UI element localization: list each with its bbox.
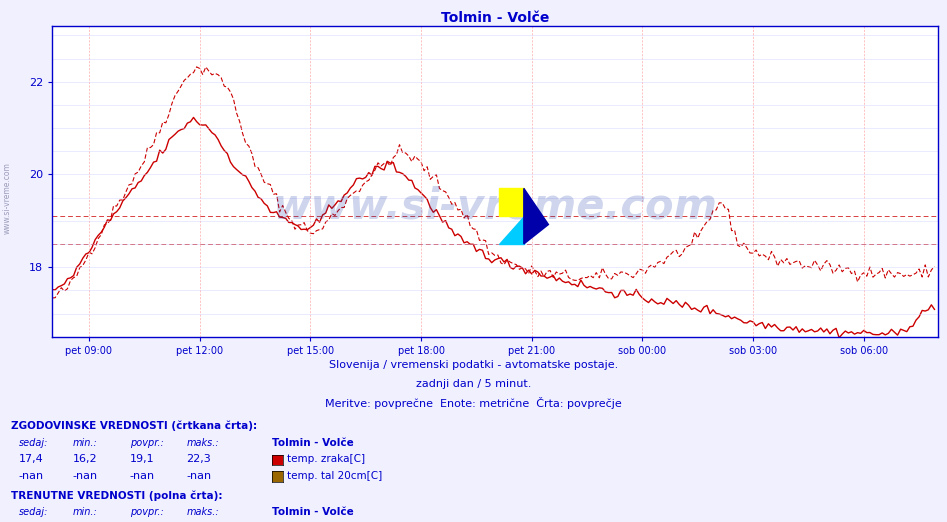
Text: www.si-vreme.com: www.si-vreme.com [3,162,12,234]
Text: min.:: min.: [73,507,98,517]
Polygon shape [524,188,548,244]
Text: povpr.:: povpr.: [130,507,164,517]
Text: 22,3: 22,3 [187,455,211,465]
Text: 17,4: 17,4 [19,455,44,465]
Text: temp. tal 20cm[C]: temp. tal 20cm[C] [287,471,383,481]
Text: 16,2: 16,2 [73,455,98,465]
Text: maks.:: maks.: [187,507,219,517]
Text: www.si-vreme.com: www.si-vreme.com [273,185,717,227]
Text: -nan: -nan [187,471,212,481]
Text: zadnji dan / 5 minut.: zadnji dan / 5 minut. [416,379,531,389]
Title: Tolmin - Volče: Tolmin - Volče [440,11,549,25]
Text: 19,1: 19,1 [130,455,154,465]
Text: temp. zraka[C]: temp. zraka[C] [287,455,365,465]
Text: Meritve: povprečne  Enote: metrične  Črta: povprečje: Meritve: povprečne Enote: metrične Črta:… [325,397,622,409]
Text: Tolmin - Volče: Tolmin - Volče [272,507,353,517]
Bar [499,188,524,216]
Text: -nan: -nan [19,471,45,481]
Text: min.:: min.: [73,438,98,448]
Text: -nan: -nan [73,471,98,481]
Text: TRENUTNE VREDNOSTI (polna črta):: TRENUTNE VREDNOSTI (polna črta): [11,490,223,501]
Text: Slovenija / vremenski podatki - avtomatske postaje.: Slovenija / vremenski podatki - avtomats… [329,360,618,370]
Text: -nan: -nan [130,471,155,481]
Text: maks.:: maks.: [187,438,219,448]
Text: Tolmin - Volče: Tolmin - Volče [272,438,353,448]
Text: sedaj:: sedaj: [19,507,48,517]
Polygon shape [499,216,524,244]
Text: sedaj:: sedaj: [19,438,48,448]
Text: ZGODOVINSKE VREDNOSTI (črtkana črta):: ZGODOVINSKE VREDNOSTI (črtkana črta): [11,421,258,431]
Text: povpr.:: povpr.: [130,438,164,448]
